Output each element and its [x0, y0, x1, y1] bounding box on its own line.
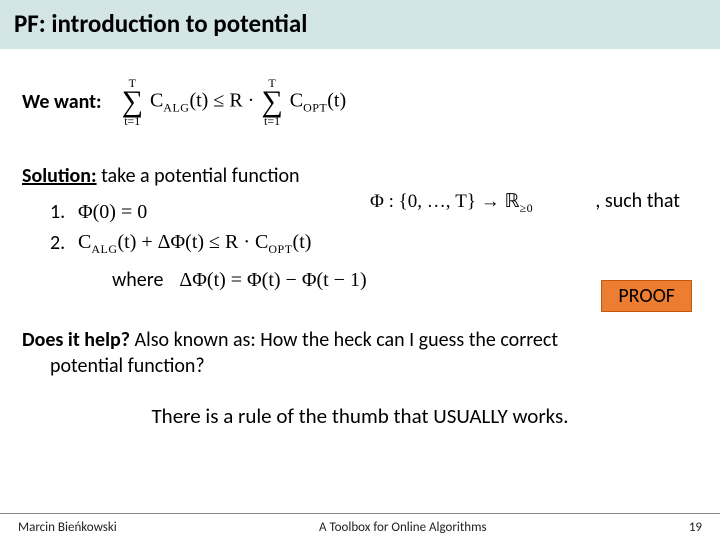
where-formula: ΔΦ(t) = Φ(t) − Φ(t − 1): [179, 267, 366, 293]
sigma-icon-2: ∑: [261, 89, 282, 115]
such-that: , such that: [595, 188, 680, 214]
c-opt-C: C: [290, 89, 303, 111]
item2-number: 2.: [50, 230, 78, 256]
leq: ≤: [213, 89, 229, 111]
title-bar: PF: introduction to potential: [0, 0, 720, 49]
r-dot: R ·: [229, 89, 259, 111]
help-lead: Does it help?: [22, 328, 135, 352]
c-opt-sub: OPT: [303, 100, 327, 114]
sigma-icon: ∑: [122, 89, 143, 115]
item2-algsub: ALG: [91, 242, 117, 256]
sum2-lower: t=1: [261, 115, 282, 127]
item2-C1: C: [78, 231, 91, 253]
we-want-label: We want:: [22, 89, 102, 115]
help-rest-1: Also known as: How the heck can I guess …: [135, 328, 559, 352]
proof-badge: PROOF: [601, 280, 692, 312]
item2-mid: (t) + ΔΦ(t) ≤ R · C: [118, 231, 269, 253]
footer-title: A Toolbox for Online Algorithms: [117, 520, 689, 535]
solution-rest: take a potential function: [97, 164, 300, 188]
c-alg-arg: (t): [189, 89, 208, 111]
item2-formula: CALG(t) + ΔΦ(t) ≤ R · COPT(t): [78, 229, 311, 258]
c-alg-sub: ALG: [163, 100, 189, 114]
does-it-help: Does it help? Also known as: How the hec…: [22, 327, 698, 379]
phi-domain-sub: ≥0: [520, 201, 534, 215]
we-want-row: We want: T ∑ t=1 CALG(t) ≤ R · T ∑ t=1 C…: [22, 77, 698, 127]
c-opt-arg: (t): [327, 89, 346, 111]
sum-2: T ∑ t=1: [261, 77, 282, 127]
slide-content: We want: T ∑ t=1 CALG(t) ≤ R · T ∑ t=1 C…: [0, 49, 720, 430]
item1-formula: Φ(0) = 0: [78, 199, 147, 225]
footer: Marcin Bieńkowski A Toolbox for Online A…: [0, 513, 720, 540]
solution-label: Solution:: [22, 164, 97, 188]
sum1-lower: t=1: [122, 115, 143, 127]
rule-of-thumb: There is a rule of the thumb that USUALL…: [22, 403, 698, 430]
we-want-formula: T ∑ t=1 CALG(t) ≤ R · T ∑ t=1 COPT(t): [120, 77, 347, 127]
item2-tail: (t): [293, 231, 312, 253]
help-rest-2: potential function?: [50, 353, 698, 379]
footer-page-number: 19: [689, 520, 720, 535]
slide: PF: introduction to potential We want: T…: [0, 0, 720, 540]
phi-domain: Φ : {0, …, T} → ℝ≥0: [370, 190, 533, 216]
phi-domain-main: Φ : {0, …, T} → ℝ: [370, 191, 520, 212]
item1-number: 1.: [50, 199, 78, 225]
sum-1: T ∑ t=1: [122, 77, 143, 127]
c-alg-C: C: [150, 89, 163, 111]
condition-2: 2. CALG(t) + ΔΦ(t) ≤ R · COPT(t): [50, 229, 698, 258]
where-label: where: [112, 267, 163, 293]
footer-author: Marcin Bieńkowski: [0, 520, 117, 535]
slide-title: PF: introduction to potential: [14, 8, 706, 39]
item2-optsub: OPT: [268, 242, 292, 256]
solution-line: Solution: take a potential function: [22, 163, 698, 189]
